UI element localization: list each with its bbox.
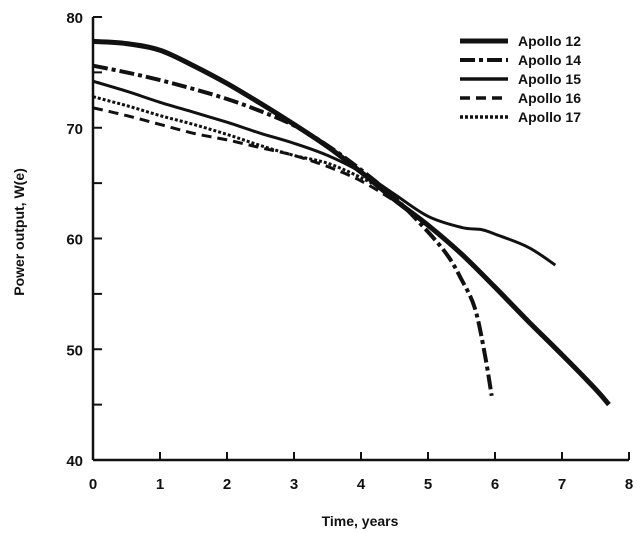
x-axis-title: Time, years: [322, 513, 399, 529]
legend-label-apollo-14: Apollo 14: [518, 52, 581, 68]
y-tick-label: 50: [66, 342, 83, 359]
y-axis-title: Power output, W(e): [11, 168, 27, 296]
legend-label-apollo-12: Apollo 12: [518, 33, 581, 49]
y-tick-label: 70: [66, 121, 83, 138]
x-tick-label: 5: [424, 476, 432, 493]
series-line-apollo-15: [92, 79, 557, 267]
x-tick-label: 1: [156, 476, 164, 493]
y-tick-label: 80: [66, 10, 83, 27]
x-tick-label: 0: [89, 476, 97, 493]
series-line-apollo-16: [92, 106, 396, 203]
legend: Apollo 12 Apollo 14 Apollo 15 Apollo 16 Apol…: [460, 33, 581, 125]
x-tick-label: 2: [223, 476, 231, 493]
legend-label-apollo-17: Apollo 17: [518, 109, 581, 125]
legend-label-apollo-15: Apollo 15: [518, 71, 581, 87]
axis-ticks: 0 1 2 3 4 5 6 7 8 40 50 60 70 80: [66, 10, 633, 493]
y-tick-label: 40: [66, 453, 83, 470]
series-line-apollo-14: [92, 63, 494, 397]
series-layer: [92, 38, 611, 407]
x-tick-label: 4: [357, 476, 366, 493]
x-tick-label: 3: [290, 476, 298, 493]
x-tick-label: 6: [491, 476, 499, 493]
x-tick-label: 7: [558, 476, 566, 493]
legend-label-apollo-16: Apollo 16: [518, 90, 581, 106]
x-tick-label: 8: [625, 476, 633, 493]
y-tick-label: 60: [66, 232, 83, 249]
series-line-apollo-17: [92, 95, 396, 197]
